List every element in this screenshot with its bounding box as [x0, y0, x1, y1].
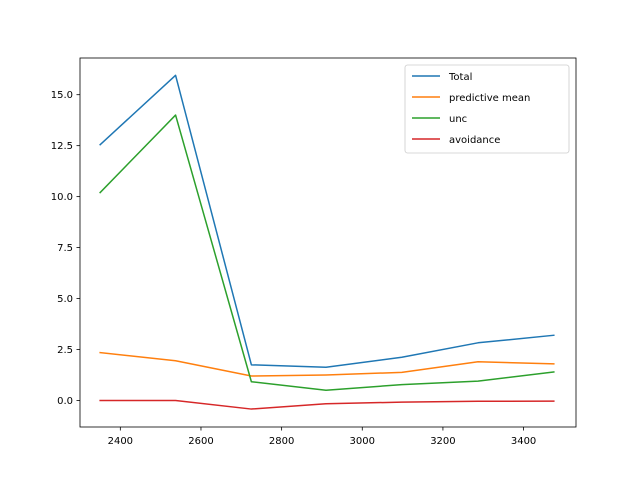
x-tick-label: 2800: [269, 436, 294, 447]
y-axis: 0.0 2.5 5.0 7.5 10.0 12.5 15.0: [51, 90, 80, 407]
y-tick-label: 12.5: [51, 141, 73, 152]
x-axis: 2400 2600 2800 3000 3200 3400: [108, 427, 536, 447]
x-tick-label: 2600: [188, 436, 213, 447]
y-tick-label: 0.0: [57, 396, 73, 407]
legend-label: Total: [448, 72, 472, 83]
y-tick-label: 15.0: [51, 90, 73, 101]
series-line-predictive-mean: [99, 351, 555, 377]
x-tick-label: 3200: [430, 436, 455, 447]
plot-area: [79, 57, 577, 428]
legend-label: avoidance: [449, 135, 500, 146]
series-line-avoidance: [99, 399, 555, 410]
legend-label: predictive mean: [449, 93, 530, 104]
x-tick-label: 2400: [108, 436, 133, 447]
y-tick-label: 2.5: [57, 345, 73, 356]
x-tick-label: 3400: [511, 436, 536, 447]
y-tick-label: 5.0: [57, 294, 73, 305]
series-line-total: [99, 74, 555, 369]
series-line-unc: [99, 114, 555, 392]
y-tick-label: 7.5: [57, 243, 73, 254]
series-layer: [99, 74, 555, 410]
legend-label: unc: [449, 114, 467, 125]
axes-frame: [79, 57, 577, 428]
legend: Total predictive mean unc avoidance: [404, 64, 570, 154]
y-tick-label: 10.0: [51, 192, 73, 203]
x-tick-label: 3000: [350, 436, 375, 447]
legend-box: [404, 64, 570, 154]
